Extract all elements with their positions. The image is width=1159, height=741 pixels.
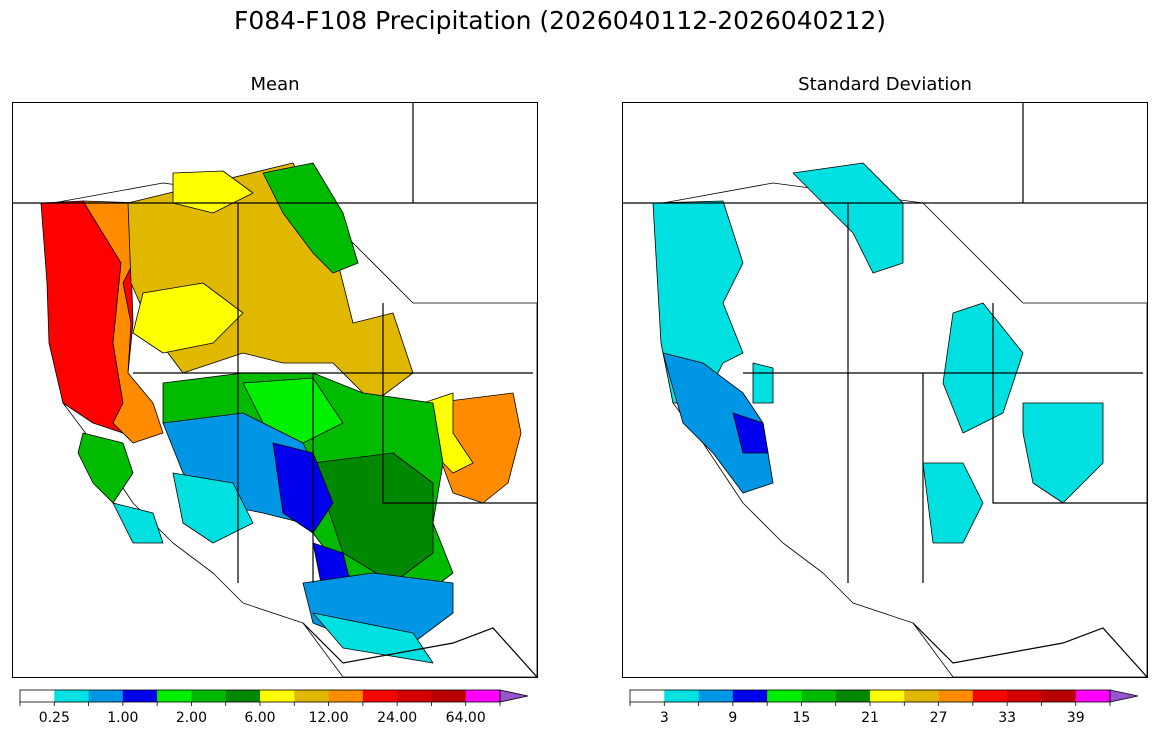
colorbar-tick-label: 9 bbox=[728, 710, 737, 726]
region-lime bbox=[242, 377, 344, 444]
region-cyan-coast bbox=[112, 502, 164, 544]
mean-panel-title: Mean bbox=[250, 74, 300, 95]
region-yellow-mid bbox=[132, 282, 244, 354]
border-mexico bbox=[912, 622, 1147, 677]
colorbar-tick-label: 12.00 bbox=[309, 710, 349, 726]
colorbar-segment bbox=[1007, 690, 1042, 702]
colorbar-tick-label: 64.00 bbox=[446, 710, 486, 726]
region-cyan-nw bbox=[752, 362, 774, 404]
colorbar-segment bbox=[362, 690, 398, 702]
figure-title: F084-F108 Precipitation (2026040112-2026… bbox=[233, 6, 886, 35]
region-lightblue-coast bbox=[662, 352, 774, 494]
colorbar-tick-label: 2.00 bbox=[176, 710, 207, 726]
region-cyan bbox=[172, 472, 254, 544]
colorbar-tick-label: 15 bbox=[793, 710, 811, 726]
stddev-map bbox=[622, 102, 1148, 678]
colorbar-segment bbox=[294, 690, 330, 702]
colorbar-segment bbox=[698, 690, 734, 702]
mean-colorbar: 0.25 1.00 2.00 6.00 12.00 24.00 64.00 bbox=[19, 689, 530, 726]
colorbar-extend-arrow bbox=[499, 689, 529, 703]
colorbar-segment bbox=[191, 690, 227, 702]
colorbar-segment bbox=[54, 690, 90, 702]
colorbar-tick-label: 27 bbox=[930, 710, 948, 726]
region-green-north bbox=[262, 162, 359, 274]
colorbar-segment bbox=[260, 690, 295, 702]
colorbar-segment bbox=[157, 690, 192, 702]
border-mexico bbox=[302, 622, 537, 677]
stddev-panel-title: Standard Deviation bbox=[798, 74, 972, 95]
colorbar-segment bbox=[1041, 690, 1077, 702]
region-blue-center bbox=[732, 412, 769, 454]
colorbar-tick-label: 3 bbox=[660, 710, 669, 726]
colorbar-segment bbox=[328, 690, 364, 702]
colorbar-segment bbox=[1075, 690, 1111, 702]
colorbar-segment bbox=[732, 690, 768, 702]
mean-map bbox=[12, 102, 538, 678]
colorbar-segment bbox=[122, 690, 158, 702]
colorbar-segment bbox=[767, 690, 802, 702]
colorbar-segment bbox=[664, 690, 700, 702]
colorbar-segment bbox=[904, 690, 940, 702]
colorbar-tick-label: 24.00 bbox=[377, 710, 417, 726]
region-blue bbox=[272, 442, 334, 534]
colorbar-segment bbox=[630, 690, 665, 702]
state-line-4 bbox=[382, 303, 537, 504]
colorbar-tick-label: 39 bbox=[1067, 710, 1085, 726]
colorbar-tick-label: 6.00 bbox=[244, 710, 275, 726]
colorbar-tick-label: 21 bbox=[861, 710, 879, 726]
colorbar-segment bbox=[801, 690, 837, 702]
colorbar-extend-arrow bbox=[1109, 689, 1139, 703]
colorbar-segment bbox=[938, 690, 974, 702]
colorbar-segment bbox=[397, 690, 432, 702]
colorbar-segment bbox=[88, 690, 124, 702]
colorbar-segment bbox=[972, 690, 1008, 702]
colorbar-segment bbox=[835, 690, 871, 702]
region-cyan-mid bbox=[942, 302, 1024, 434]
colorbar-segment bbox=[870, 690, 905, 702]
region-cyan-south bbox=[922, 462, 984, 544]
colorbar-tick-label: 33 bbox=[998, 710, 1016, 726]
colorbar-segment bbox=[465, 690, 501, 702]
colorbar-segment bbox=[431, 690, 467, 702]
state-line-4 bbox=[992, 303, 1147, 504]
colorbar-tick-label: 1.00 bbox=[107, 710, 138, 726]
colorbar-segment bbox=[20, 690, 55, 702]
colorbar-segment bbox=[225, 690, 261, 702]
stddev-colorbar: 3 9 15 21 27 33 39 bbox=[629, 689, 1140, 726]
region-cyan-coast bbox=[652, 200, 744, 404]
region-cyan-south bbox=[312, 612, 434, 664]
colorbar-tick-label: 0.25 bbox=[39, 710, 70, 726]
